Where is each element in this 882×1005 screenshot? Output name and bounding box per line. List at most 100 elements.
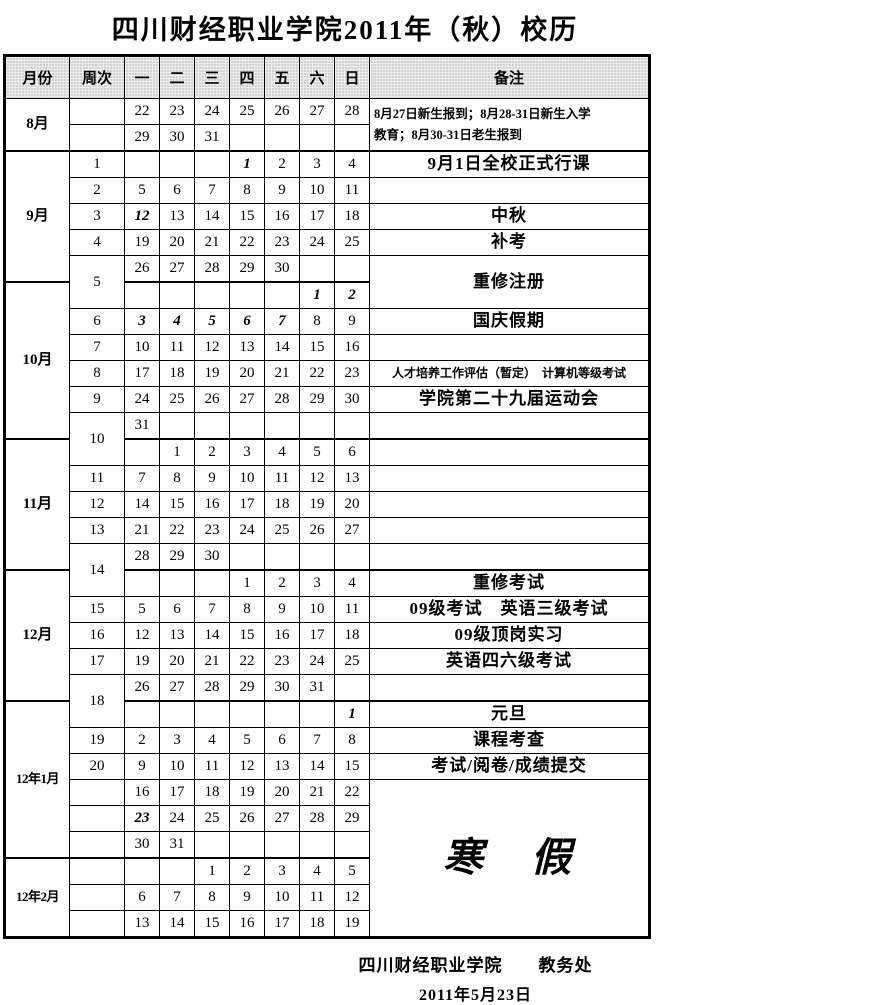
day-cell — [264, 281, 300, 309]
day-cell — [194, 150, 230, 178]
day-cell: 4 — [334, 569, 370, 597]
day-cell: 25 — [264, 517, 300, 544]
day-cell: 9 — [229, 884, 265, 911]
day-cell — [194, 281, 230, 309]
header-day-fri: 五 — [264, 55, 300, 99]
day-cell: 13 — [159, 203, 195, 230]
header-day-wed: 三 — [194, 55, 230, 99]
week-cell: 16 — [69, 622, 125, 649]
day-cell: 14 — [194, 622, 230, 649]
day-cell — [159, 281, 195, 309]
week-cell: 1 — [69, 150, 125, 178]
note-cell — [369, 674, 650, 702]
day-cell — [124, 569, 160, 597]
calendar-body: 8月 22 23 24 25 26 27 28 8月27日新生报到；8月28-31日新生入学 教… — [4, 98, 650, 938]
day-cell: 4 — [194, 727, 230, 754]
day-cell: 9 — [194, 465, 230, 492]
day-cell — [334, 124, 370, 152]
day-cell: 2 — [264, 569, 300, 597]
day-cell — [334, 831, 370, 859]
calendar-header: 月份 周次 一 二 三 四 五 六 日 备注 — [4, 55, 650, 99]
day-cell: 11 — [159, 334, 195, 361]
week-cell: 13 — [69, 517, 125, 544]
calendar-row: 4 19 20 21 22 23 24 25 补考 — [5, 229, 650, 256]
day-cell: 30 — [334, 386, 370, 413]
calendar-row: 2 5 6 7 8 9 10 11 — [5, 177, 650, 204]
calendar-row: 8月 22 23 24 25 26 27 28 8月27日新生报到；8月28-31日新生入学 教… — [4, 98, 650, 152]
day-cell — [299, 255, 335, 283]
day-cell: 17 — [229, 491, 265, 518]
day-cell: 13 — [264, 753, 300, 780]
day-cell: 3 — [124, 308, 160, 335]
month-cell: 11月 — [4, 438, 70, 571]
day-cell: 12 — [124, 203, 160, 230]
day-cell — [229, 543, 265, 571]
week-cell — [69, 98, 125, 125]
week-cell: 8 — [69, 360, 125, 387]
day-cell: 7 — [264, 308, 300, 335]
day-cell: 15 — [334, 753, 370, 780]
day-cell — [299, 543, 335, 571]
note-cell — [369, 334, 650, 361]
day-cell: 21 — [299, 779, 335, 806]
day-cell: 1 — [334, 700, 370, 728]
day-cell: 15 — [299, 334, 335, 361]
day-cell: 1 — [194, 857, 230, 885]
day-cell — [299, 700, 335, 728]
day-cell: 18 — [159, 360, 195, 387]
day-cell: 11 — [334, 596, 370, 623]
day-cell: 27 — [159, 674, 195, 702]
calendar-row: 10月 1 2 — [4, 281, 650, 440]
month-cell: 9月 — [4, 150, 70, 283]
day-cell: 19 — [299, 491, 335, 518]
day-cell: 3 — [229, 438, 265, 466]
day-cell: 8 — [299, 308, 335, 335]
week-cell: 9 — [69, 386, 125, 413]
day-cell: 8 — [229, 177, 265, 204]
day-cell: 22 — [159, 517, 195, 544]
calendar-row: 12年2月 1 2 3 4 5 — [4, 857, 650, 938]
week-cell: 5 — [69, 255, 125, 309]
day-cell: 20 — [159, 648, 195, 675]
header-day-mon: 一 — [124, 55, 160, 99]
day-cell: 23 — [264, 648, 300, 675]
day-cell: 27 — [334, 517, 370, 544]
day-cell: 22 — [229, 229, 265, 256]
day-cell: 29 — [334, 805, 370, 832]
day-cell: 25 — [194, 805, 230, 832]
day-cell: 14 — [159, 910, 195, 938]
day-cell: 25 — [229, 98, 265, 125]
day-cell: 21 — [264, 360, 300, 387]
day-cell — [229, 412, 265, 440]
day-cell: 20 — [159, 229, 195, 256]
week-cell: 11 — [69, 465, 125, 492]
day-cell: 24 — [229, 517, 265, 544]
day-cell: 28 — [299, 805, 335, 832]
note-cell: 09级考试 英语三级考试 — [369, 596, 650, 623]
calendar-row: 13 14 15 16 17 18 19 — [5, 910, 650, 938]
day-cell: 19 — [124, 648, 160, 675]
note-cell: 课程考查 — [369, 727, 650, 754]
day-cell: 28 — [264, 386, 300, 413]
day-cell: 3 — [159, 727, 195, 754]
calendar-row: 8 17 18 19 20 21 22 23 人才培养工作评估（暂定） 计算机等级考试 — [5, 360, 650, 387]
note-cell: 寒 假 — [369, 779, 650, 938]
day-cell: 11 — [194, 753, 230, 780]
calendar-row: 12 14 15 16 17 18 19 20 — [5, 491, 650, 518]
day-cell: 14 — [264, 334, 300, 361]
calendar-row: 18 26 27 28 29 30 31 — [5, 674, 650, 728]
day-cell: 29 — [229, 255, 265, 283]
day-cell: 5 — [124, 596, 160, 623]
day-cell: 3 — [299, 569, 335, 597]
day-cell: 11 — [299, 884, 335, 911]
month-cell: 12年1月 — [4, 700, 70, 859]
day-cell — [124, 438, 160, 466]
day-cell: 10 — [124, 334, 160, 361]
header-month: 月份 — [4, 55, 70, 99]
day-cell: 30 — [159, 124, 195, 152]
day-cell — [159, 150, 195, 178]
day-cell: 26 — [299, 517, 335, 544]
day-cell — [229, 831, 265, 859]
day-cell: 30 — [194, 543, 230, 571]
day-cell: 4 — [264, 438, 300, 466]
